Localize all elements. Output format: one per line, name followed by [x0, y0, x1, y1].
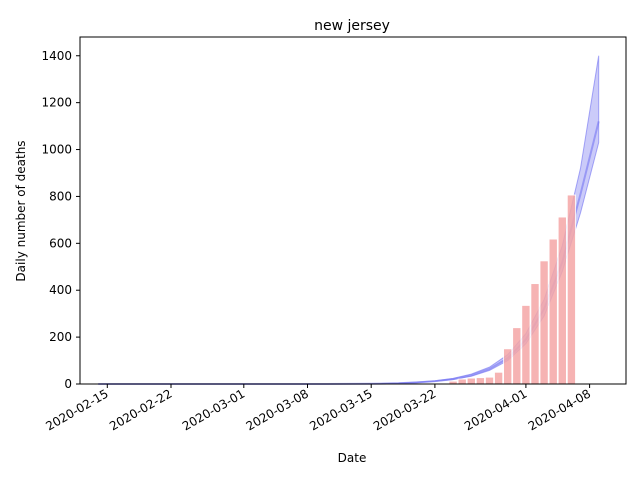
y-tick-label: 200: [49, 330, 72, 344]
bar: [530, 283, 540, 385]
bar: [475, 377, 485, 385]
y-tick-label: 600: [49, 236, 72, 250]
x-tick-label: 2020-02-22: [107, 386, 174, 433]
x-tick-label: 2020-02-15: [43, 386, 110, 433]
x-axis-label: Date: [338, 451, 367, 465]
y-tick-label: 1200: [41, 96, 72, 110]
y-axis-label: Daily number of deaths: [14, 140, 28, 281]
y-tick-label: 0: [64, 377, 72, 391]
bar: [521, 305, 531, 385]
plot-frame: [79, 36, 627, 385]
y-tick-label: 800: [49, 189, 72, 203]
bar: [494, 371, 504, 385]
bar: [503, 348, 513, 385]
bar: [566, 194, 576, 385]
x-tick-label: 2020-03-15: [307, 386, 374, 433]
bar: [457, 378, 467, 385]
x-tick-label: 2020-04-01: [462, 386, 529, 433]
x-tick-label: 2020-03-01: [180, 386, 247, 433]
x-tick-label: 2020-03-08: [244, 386, 311, 433]
bar: [557, 216, 567, 385]
y-tick-label: 400: [49, 283, 72, 297]
bar: [466, 377, 476, 385]
x-tick-label: 2020-03-22: [371, 386, 438, 433]
chart-title: new jersey: [314, 18, 390, 34]
y-tick-label: 1400: [41, 49, 72, 63]
x-tick-label: 2020-04-08: [526, 386, 593, 433]
bar: [539, 260, 549, 385]
bar: [484, 376, 494, 385]
bar: [512, 327, 522, 385]
y-tick-label: 1000: [41, 143, 72, 157]
bar: [548, 238, 558, 385]
